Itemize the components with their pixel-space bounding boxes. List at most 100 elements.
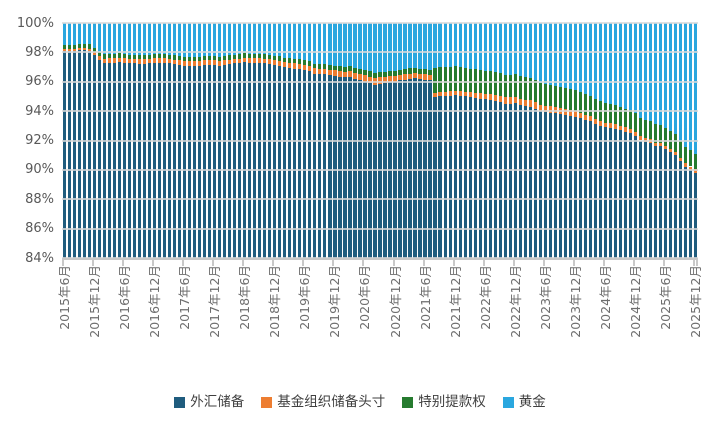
bar-segment-3 — [473, 23, 477, 70]
bar-segment-2 — [378, 72, 382, 78]
bar-segment-2 — [138, 55, 142, 60]
bar-segment-0 — [193, 65, 197, 258]
bar-segment-1 — [87, 48, 92, 51]
bar-segment-2 — [288, 58, 292, 63]
bar-segment-2 — [308, 61, 312, 67]
bar-segment-1 — [408, 73, 412, 79]
bar-segment-3 — [343, 23, 347, 67]
bar-segment-3 — [323, 23, 327, 65]
bar-segment-0 — [463, 96, 467, 258]
bar-segment-3 — [458, 23, 462, 68]
bar-segment-1 — [543, 105, 547, 112]
bar-segment-0 — [588, 121, 592, 258]
bar-segment-0 — [488, 100, 492, 258]
bar-segment-1 — [438, 92, 442, 97]
bar-segment-1 — [138, 59, 142, 65]
bar-segment-3 — [328, 23, 332, 65]
plot-area — [62, 22, 698, 266]
bar-segment-0 — [163, 62, 167, 258]
bar-segment-3 — [72, 23, 77, 45]
x-axis-label: 2016年6月 — [117, 265, 133, 330]
gridline — [62, 80, 698, 83]
bar-segment-2 — [343, 66, 347, 72]
bar-segment-1 — [208, 60, 212, 65]
bar-segment-1 — [198, 61, 202, 66]
y-axis-label: 86% — [25, 221, 54, 237]
bar-segment-0 — [688, 169, 693, 258]
bar-segment-3 — [123, 23, 127, 54]
bar-segment-0 — [308, 71, 312, 258]
gridline — [62, 227, 698, 230]
bar-segment-3 — [363, 23, 367, 70]
gridline — [62, 22, 698, 24]
bar-segment-0 — [218, 65, 222, 258]
y-axis-label: 90% — [25, 162, 54, 178]
bar-segment-0 — [408, 78, 412, 258]
x-axis-label: 2025年12月 — [688, 265, 703, 338]
bar-segment-1 — [158, 58, 162, 63]
bar-segment-0 — [268, 64, 272, 258]
bar-segment-2 — [183, 56, 187, 62]
x-axis-label: 2015年12月 — [87, 265, 103, 338]
bar-segment-0 — [153, 62, 157, 258]
bar-segment-3 — [333, 23, 337, 66]
bar-segment-2 — [198, 56, 202, 62]
bar-segment-2 — [453, 66, 457, 91]
bar-segment-2 — [573, 90, 577, 112]
bar-segment-0 — [112, 62, 117, 258]
x-axis-label: 2020年6月 — [357, 265, 373, 330]
bar-segment-2 — [233, 54, 237, 60]
bar-segment-3 — [668, 23, 673, 132]
bar-segment-2 — [178, 56, 182, 61]
bar-segment-0 — [333, 75, 337, 258]
bar-segment-3 — [633, 23, 637, 114]
bar-segment-1 — [508, 97, 512, 104]
bar-segment-1 — [338, 71, 342, 77]
bar-segment-0 — [303, 70, 307, 258]
bar-segment-3 — [128, 23, 132, 55]
bar-segment-2 — [693, 153, 698, 170]
x-axis-label: 2024年12月 — [627, 265, 643, 338]
bar-segment-1 — [608, 123, 612, 128]
bar-segment-3 — [663, 23, 668, 129]
bar-segment-3 — [87, 23, 92, 45]
bar-segment-1 — [693, 169, 698, 173]
bar-segment-3 — [278, 23, 282, 57]
bar-segment-3 — [107, 23, 112, 54]
bar-segment-2 — [528, 77, 532, 101]
bar-segment-3 — [528, 23, 532, 78]
bar-segment-0 — [648, 143, 653, 258]
y-axis-label: 94% — [25, 103, 54, 119]
x-tick-mark — [422, 260, 425, 266]
bar-segment-3 — [618, 23, 622, 107]
bar-segment-0 — [328, 75, 332, 258]
bar-segment-0 — [418, 78, 422, 258]
bar-segment-1 — [568, 109, 572, 116]
bar-segment-2 — [92, 47, 97, 53]
bar-segment-0 — [82, 50, 87, 258]
bar-segment-2 — [253, 53, 257, 59]
bar-segment-2 — [583, 94, 587, 115]
bar-segment-3 — [273, 23, 277, 56]
bar-segment-2 — [548, 84, 552, 107]
bar-segment-1 — [573, 111, 577, 117]
bar-segment-2 — [218, 56, 222, 62]
bar-segment-3 — [67, 23, 72, 45]
bar-segment-1 — [293, 63, 297, 69]
bar-segment-0 — [498, 102, 502, 258]
bar-segment-2 — [338, 65, 342, 71]
bar-segment-0 — [518, 105, 522, 258]
bar-segment-1 — [358, 73, 362, 81]
bar-segment-2 — [333, 65, 337, 71]
bar-segment-1 — [533, 102, 537, 109]
bar-segment-0 — [183, 65, 187, 258]
bar-segment-0 — [438, 96, 442, 258]
gridline — [62, 139, 698, 142]
bar-segment-3 — [117, 23, 122, 54]
bar-segment-2 — [168, 54, 172, 59]
bar-segment-1 — [253, 58, 257, 63]
bar-segment-2 — [313, 63, 317, 69]
bar-segment-0 — [503, 103, 507, 258]
bar-segment-2 — [268, 55, 272, 60]
bar-segment-3 — [293, 23, 297, 59]
